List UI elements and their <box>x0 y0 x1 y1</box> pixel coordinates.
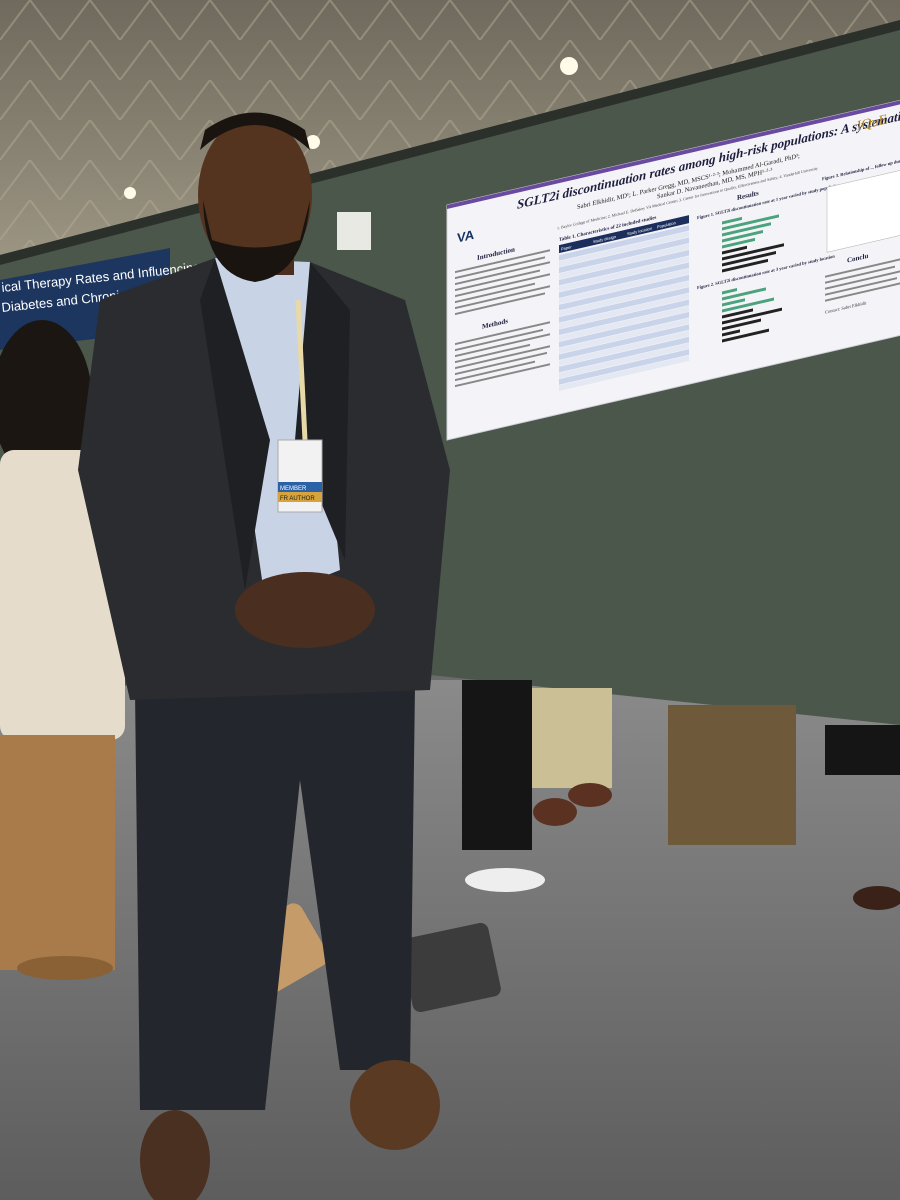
table-row <box>559 299 689 336</box>
lapel <box>295 262 350 560</box>
table-header-text: Study location <box>627 226 652 237</box>
table-row <box>559 268 689 305</box>
figure-bar <box>722 258 768 273</box>
shoe <box>350 1060 440 1150</box>
figure-bar <box>722 288 737 295</box>
figure-bar <box>722 230 763 243</box>
presenter: MEMBER FR AUTHOR <box>78 112 450 1200</box>
trousers <box>135 685 415 1110</box>
figure-bar <box>722 308 753 319</box>
person-legs <box>462 680 532 850</box>
figure-bar <box>722 245 747 255</box>
scatter-plot <box>826 169 900 253</box>
table-row <box>559 287 689 323</box>
shoe <box>568 783 612 807</box>
trousers <box>0 735 115 970</box>
ceiling-light <box>124 187 136 199</box>
table-row <box>559 355 689 391</box>
paper-note <box>337 212 371 250</box>
table-row <box>559 305 689 342</box>
figure-bar <box>722 307 782 325</box>
badge-ribbon <box>278 492 322 502</box>
figure-bar <box>722 237 755 249</box>
person-legs <box>532 688 612 788</box>
background-people <box>0 320 900 980</box>
shoe <box>140 1110 210 1200</box>
hair <box>0 320 92 480</box>
figure-bar <box>722 222 771 237</box>
methods-text <box>455 321 550 388</box>
figure-bar <box>722 297 774 313</box>
badge-ribbon <box>278 482 322 492</box>
table-row <box>559 336 689 373</box>
table-row <box>559 262 689 298</box>
figure-2 <box>722 287 782 343</box>
person-legs <box>825 725 900 775</box>
table-row <box>559 274 689 311</box>
badge-ribbon-text: MEMBER <box>280 486 307 492</box>
conclusion-text <box>825 257 900 302</box>
table-row <box>559 243 689 280</box>
shoe <box>465 868 545 892</box>
figure-bar <box>722 216 742 225</box>
table-header-text: Paper <box>561 244 572 252</box>
main-poster: SGLT2i discontinuation rates among high-… <box>446 98 900 441</box>
table-header-text: Study design <box>593 234 616 244</box>
table-row <box>559 293 689 329</box>
intro-text <box>455 249 550 316</box>
table-row <box>559 237 689 274</box>
figure-bar <box>722 329 740 337</box>
table-row <box>559 225 689 261</box>
shoe <box>853 886 900 910</box>
figure-bar <box>722 251 776 267</box>
figure-bar <box>722 298 745 307</box>
lanyard <box>295 299 308 441</box>
lapel <box>200 258 270 590</box>
poster-accent <box>447 98 900 209</box>
figure-bar <box>722 214 779 231</box>
ceiling-light <box>306 135 320 149</box>
shoe <box>533 798 577 826</box>
table-header <box>559 215 689 254</box>
table-row <box>559 349 689 385</box>
figure-bar <box>722 243 784 261</box>
table-body <box>559 225 689 391</box>
table-row <box>559 342 689 379</box>
figure-bar <box>722 287 766 301</box>
table-header-text: Population <box>657 220 676 229</box>
figure-bar <box>722 318 761 331</box>
table-row <box>559 280 689 317</box>
hair <box>200 112 310 150</box>
head <box>198 117 312 273</box>
hands <box>235 572 375 648</box>
table-row <box>559 256 689 292</box>
figure-bar <box>722 328 769 343</box>
beard <box>203 200 310 282</box>
table-row <box>559 324 689 360</box>
figure-1 <box>722 214 784 273</box>
table-row <box>559 311 689 348</box>
striped-trousers <box>668 705 796 845</box>
table-row <box>559 318 689 354</box>
logo: VA <box>457 227 475 246</box>
ceiling-light <box>560 57 578 75</box>
table-row <box>559 330 689 367</box>
badge-ribbon-text: FR AUTHOR <box>280 496 315 502</box>
shoe <box>17 956 113 980</box>
logo: IQuE <box>857 112 887 135</box>
tote-bag <box>400 922 501 1012</box>
table-row <box>559 231 689 267</box>
table-row <box>559 249 689 286</box>
